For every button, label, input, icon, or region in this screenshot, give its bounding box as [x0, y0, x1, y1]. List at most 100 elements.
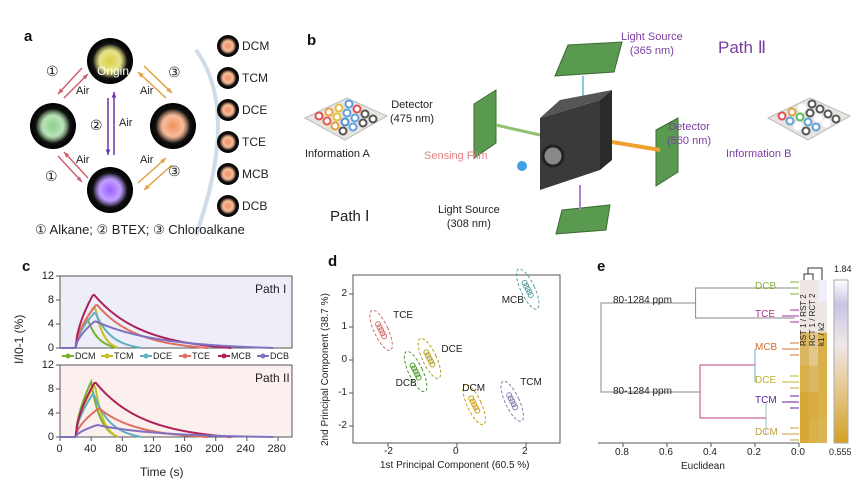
heatmap-cell: [800, 418, 809, 443]
leaf-label-dce: DCE: [755, 375, 777, 386]
well: [358, 118, 368, 128]
well: [350, 113, 360, 123]
heatmap-cell: [809, 280, 818, 302]
y-tick-label: 0: [341, 354, 347, 365]
chamber-port: [541, 144, 565, 168]
information-b-label: Information B: [726, 148, 792, 160]
series-line-tce: [60, 304, 209, 349]
marker-3: ③: [168, 64, 181, 80]
subplot-title-path-1: Path I: [255, 282, 287, 296]
data-point-dcm: [471, 401, 478, 408]
path-1-label: Path Ⅰ: [330, 208, 370, 225]
heatmap-cell: [800, 365, 809, 392]
panel-label-a: a: [24, 28, 33, 45]
x-axis-label-e: Euclidean: [681, 461, 725, 472]
sample-dot: [217, 35, 239, 57]
dendrogram-link: [699, 364, 766, 419]
y-tick-label: 12: [41, 359, 54, 371]
heatmap-cell: [800, 280, 809, 302]
cluster-label-tcm: TCM: [520, 377, 542, 389]
btex-sample: [87, 167, 133, 213]
well: [813, 113, 823, 123]
light-source-308-label: Light Source (308 nm): [438, 203, 500, 231]
well: [342, 108, 352, 118]
data-point-tcm: [506, 392, 513, 399]
leaf-label-tce: TCE: [755, 309, 775, 320]
well: [368, 114, 378, 124]
marker-1: ①: [45, 168, 58, 184]
data-point-tce: [375, 321, 382, 328]
well: [330, 121, 340, 131]
well: [803, 117, 813, 127]
legend-label-tce: TCE: [192, 351, 210, 361]
data-point-dce: [423, 349, 430, 356]
series-line-mcb: [60, 381, 232, 438]
data-point-dce: [429, 361, 436, 368]
arrow-head: [58, 88, 64, 94]
arrow-head: [166, 87, 172, 93]
data-point-dce: [427, 358, 434, 365]
x-axis-label-c: Time (s): [140, 465, 184, 479]
cluster-label-mcb: MCB: [501, 295, 524, 307]
arrow: [143, 65, 173, 94]
arrow-head: [76, 176, 82, 182]
heatmap-cell: [818, 392, 827, 418]
light-source-308-board: [555, 204, 611, 235]
arrow-head: [64, 152, 70, 158]
arrow: [63, 151, 89, 179]
well: [348, 122, 358, 132]
sensing-film-label: Sensing Film: [424, 150, 488, 162]
well: [815, 104, 825, 114]
arrow: [57, 155, 83, 183]
heatmap-cell: [809, 332, 818, 366]
x-tick-label: 280: [267, 443, 286, 455]
panel-label-c: c: [22, 258, 31, 275]
data-point-mcb: [521, 280, 528, 287]
x-tick-label: 0: [56, 443, 63, 455]
heatmap-cell: [809, 365, 818, 392]
heatmap-column-label: k1 / k2: [817, 322, 826, 346]
sample-label-mcb: MCB: [242, 167, 269, 181]
path-2-label: Path Ⅱ: [718, 38, 767, 57]
air-label: Air: [119, 117, 133, 129]
confidence-ellipse: [403, 350, 428, 393]
label-line: (475 nm): [390, 113, 435, 125]
cluster-label-dce: DCE: [441, 344, 463, 356]
x-tick-label: 0.4: [703, 447, 717, 458]
y-tick-label: -2: [338, 420, 347, 431]
x-tick-label: -2: [384, 446, 393, 457]
data-point-tcm: [512, 404, 519, 411]
light-source-365-label: Light Source (365 nm): [621, 30, 683, 58]
x-tick-label: 0: [453, 446, 459, 457]
well: [352, 104, 362, 114]
data-point-dcb: [415, 374, 422, 381]
information-a-label: Information A: [305, 148, 370, 160]
y-tick-label: -1: [338, 387, 347, 398]
green-beam: [495, 123, 541, 137]
arrow-head: [138, 72, 144, 78]
colorbar-max: 1.84: [834, 264, 852, 274]
sample-label-dcb: DCB: [242, 199, 268, 213]
origin-sample: [87, 38, 133, 84]
column-dendrogram: [803, 267, 823, 280]
heatmap-cell: [818, 332, 827, 366]
y-tick-label: 8: [47, 383, 54, 395]
marker-2: ②: [90, 117, 103, 133]
leaf-label-tcm: TCM: [755, 395, 777, 406]
sample-dot: [217, 131, 239, 153]
y-tick-label: 4: [47, 318, 54, 330]
panel-label-e: e: [597, 258, 606, 275]
well: [831, 114, 841, 124]
arrow: [63, 73, 89, 99]
x-axis-label-d: 1st Principal Component (60.5 %): [380, 460, 530, 471]
chamber-front: [540, 100, 600, 190]
well: [334, 103, 344, 113]
well: [801, 126, 811, 136]
label-line: Light Source: [621, 31, 683, 43]
x-tick-label: 0.8: [615, 447, 629, 458]
dendrogram-link: [695, 287, 795, 319]
x-tick-label: 240: [236, 443, 255, 455]
cluster-label-dcm: DCM: [462, 382, 486, 394]
air-label: Air: [76, 85, 90, 97]
